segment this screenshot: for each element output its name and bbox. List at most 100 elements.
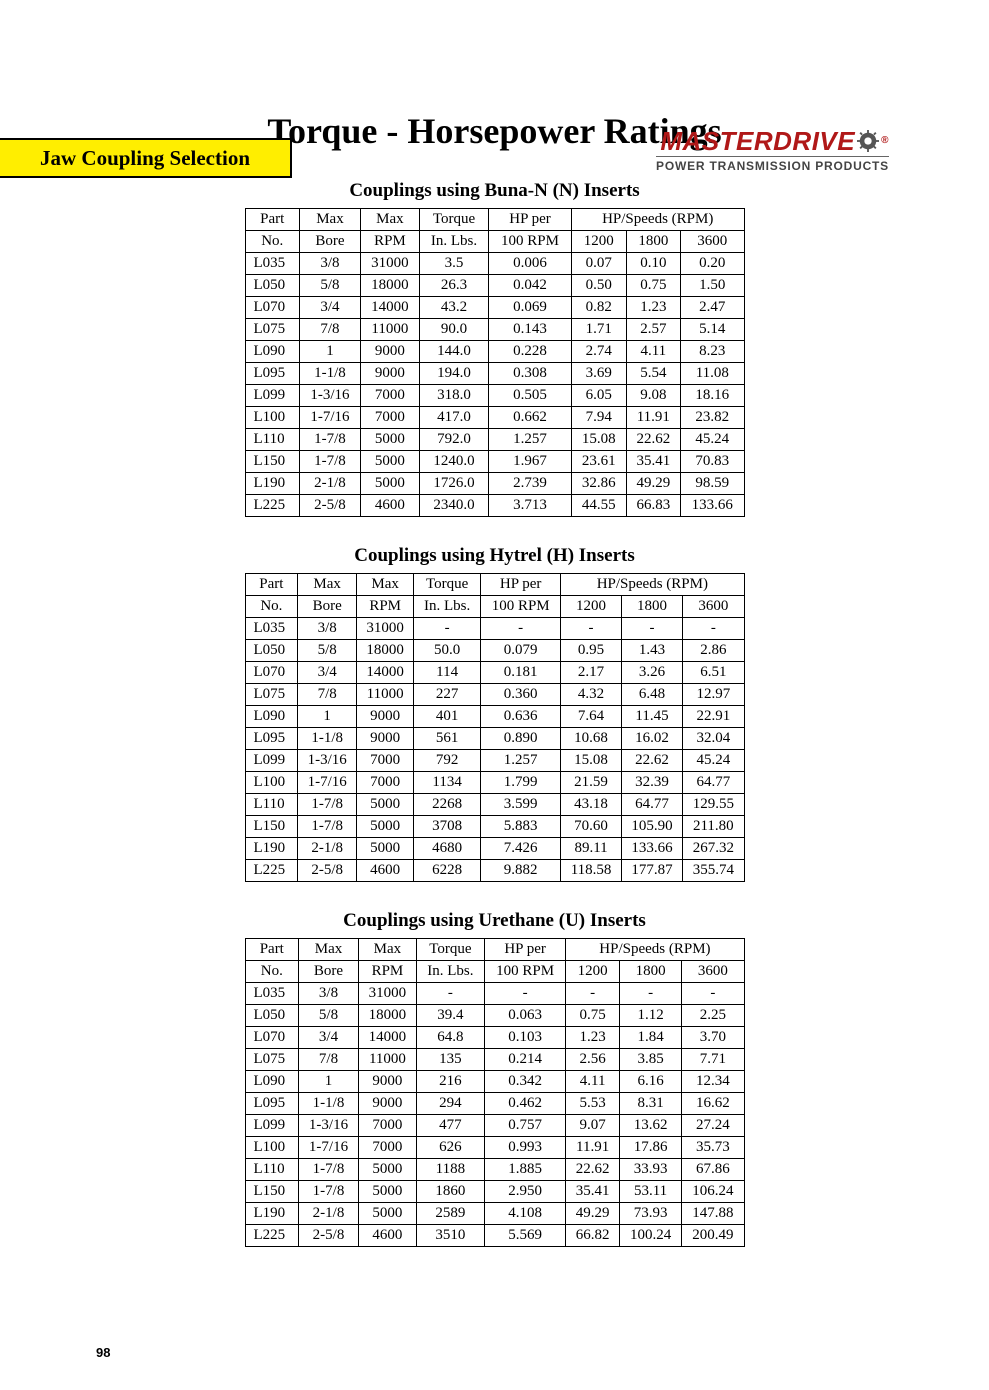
col-subheader: Bore <box>299 961 359 983</box>
col-header-hp-speeds: HP/Speeds (RPM) <box>566 939 744 961</box>
table-cell: L100 <box>245 407 300 429</box>
table-cell: 89.11 <box>561 838 622 860</box>
table-cell: 144.0 <box>419 341 488 363</box>
table-cell: 64.77 <box>621 794 682 816</box>
table-cell: 7000 <box>357 750 414 772</box>
table-cell: 27.24 <box>682 1115 744 1137</box>
table-cell: 3.69 <box>571 363 626 385</box>
table-cell: 0.75 <box>626 275 681 297</box>
table-cell: 118.58 <box>561 860 622 882</box>
table-cell: 7000 <box>358 1137 416 1159</box>
table-cell: 1 <box>299 1071 359 1093</box>
gear-icon <box>857 130 879 152</box>
table-cell: 35.41 <box>626 451 681 473</box>
table-cell: L110 <box>245 1159 299 1181</box>
table-cell: 3510 <box>416 1225 484 1247</box>
col-subheader: RPM <box>360 231 419 253</box>
table-cell: 2.17 <box>561 662 622 684</box>
table-cell: 1.967 <box>489 451 572 473</box>
table-cell: 3/8 <box>298 618 357 640</box>
table-cell: 0.20 <box>681 253 744 275</box>
table-cell: 15.08 <box>571 429 626 451</box>
table-cell: 0.143 <box>489 319 572 341</box>
table-cell: 5/8 <box>299 1005 359 1027</box>
table-cell: 1-7/8 <box>299 1159 359 1181</box>
table-cell: 7.94 <box>571 407 626 429</box>
table-cell: 2.86 <box>683 640 744 662</box>
table-cell: 0.757 <box>484 1115 565 1137</box>
table-cell: L050 <box>245 275 300 297</box>
table-cell: L150 <box>245 1181 299 1203</box>
table-cell: 1-7/8 <box>298 816 357 838</box>
table-cell: 1860 <box>416 1181 484 1203</box>
table-cell: 227 <box>414 684 481 706</box>
table-cell: 70.60 <box>561 816 622 838</box>
table-cell: 0.006 <box>489 253 572 275</box>
table-cell: L095 <box>245 1093 299 1115</box>
table-cell: L150 <box>245 451 300 473</box>
table-cell: 2268 <box>414 794 481 816</box>
table-cell: 9000 <box>358 1093 416 1115</box>
table-cell: 18000 <box>357 640 414 662</box>
table-cell: 1-7/8 <box>298 794 357 816</box>
table-cell: 0.75 <box>566 1005 620 1027</box>
table-cell: L050 <box>245 1005 299 1027</box>
col-subheader: In. Lbs. <box>414 596 481 618</box>
table-cell: 11000 <box>358 1049 416 1071</box>
table-cell: - <box>414 618 481 640</box>
col-subheader: RPM <box>358 961 416 983</box>
table-cell: L090 <box>245 706 298 728</box>
table-cell: 417.0 <box>419 407 488 429</box>
table-cell: 6.05 <box>571 385 626 407</box>
table-row: L090190004010.6367.6411.4522.91 <box>245 706 744 728</box>
table-cell: L090 <box>245 341 300 363</box>
table-cell: L099 <box>245 385 300 407</box>
table-cell: 11000 <box>360 319 419 341</box>
table-row: L1101-7/8500022683.59943.1864.77129.55 <box>245 794 744 816</box>
table-cell: 3/8 <box>300 253 361 275</box>
table-header-row: No.BoreRPMIn. Lbs.100 RPM120018003600 <box>245 231 744 253</box>
table-cell: 0.103 <box>484 1027 565 1049</box>
table-cell: 0.10 <box>626 253 681 275</box>
table-cell: 2.74 <box>571 341 626 363</box>
table-cell: 6228 <box>414 860 481 882</box>
table-cell: 1.23 <box>626 297 681 319</box>
table-cell: L095 <box>245 363 300 385</box>
table-cell: 0.890 <box>481 728 561 750</box>
table-row: L0951-1/890005610.89010.6816.0232.04 <box>245 728 744 750</box>
col-header: HP per <box>484 939 565 961</box>
table-cell: 1.43 <box>621 640 682 662</box>
table-cell: 5000 <box>358 1181 416 1203</box>
table-cell: 105.90 <box>621 816 682 838</box>
table-cell: 0.662 <box>489 407 572 429</box>
table-cell: 7000 <box>357 772 414 794</box>
table-row: L0353/831000----- <box>245 618 744 640</box>
table-cell: 35.41 <box>566 1181 620 1203</box>
table-header-row: PartMaxMaxTorqueHP perHP/Speeds (RPM) <box>245 574 744 596</box>
col-subheader: 100 RPM <box>489 231 572 253</box>
table-cell: L035 <box>245 618 298 640</box>
table-cell: 6.48 <box>621 684 682 706</box>
table-cell: 4.11 <box>566 1071 620 1093</box>
ratings-table: PartMaxMaxTorqueHP perHP/Speeds (RPM)No.… <box>245 208 745 517</box>
table-cell: 14000 <box>360 297 419 319</box>
table-cell: 23.61 <box>571 451 626 473</box>
col-subheader: 1200 <box>571 231 626 253</box>
table-cell: 0.069 <box>489 297 572 319</box>
table-cell: - <box>416 983 484 1005</box>
table-cell: 45.24 <box>681 429 744 451</box>
col-header: Max <box>300 209 361 231</box>
table-cell: 0.342 <box>484 1071 565 1093</box>
table-cell: 1240.0 <box>419 451 488 473</box>
col-header: Max <box>360 209 419 231</box>
table-cell: 43.18 <box>561 794 622 816</box>
table-row: L0353/831000----- <box>245 983 744 1005</box>
table-cell: L190 <box>245 838 298 860</box>
table-cell: 32.86 <box>571 473 626 495</box>
table-cell: 1.257 <box>481 750 561 772</box>
table-cell: L090 <box>245 1071 299 1093</box>
table-row: L0757/81100090.00.1431.712.575.14 <box>245 319 744 341</box>
col-header: Max <box>358 939 416 961</box>
table-cell: 5/8 <box>300 275 361 297</box>
table-cell: 0.95 <box>561 640 622 662</box>
